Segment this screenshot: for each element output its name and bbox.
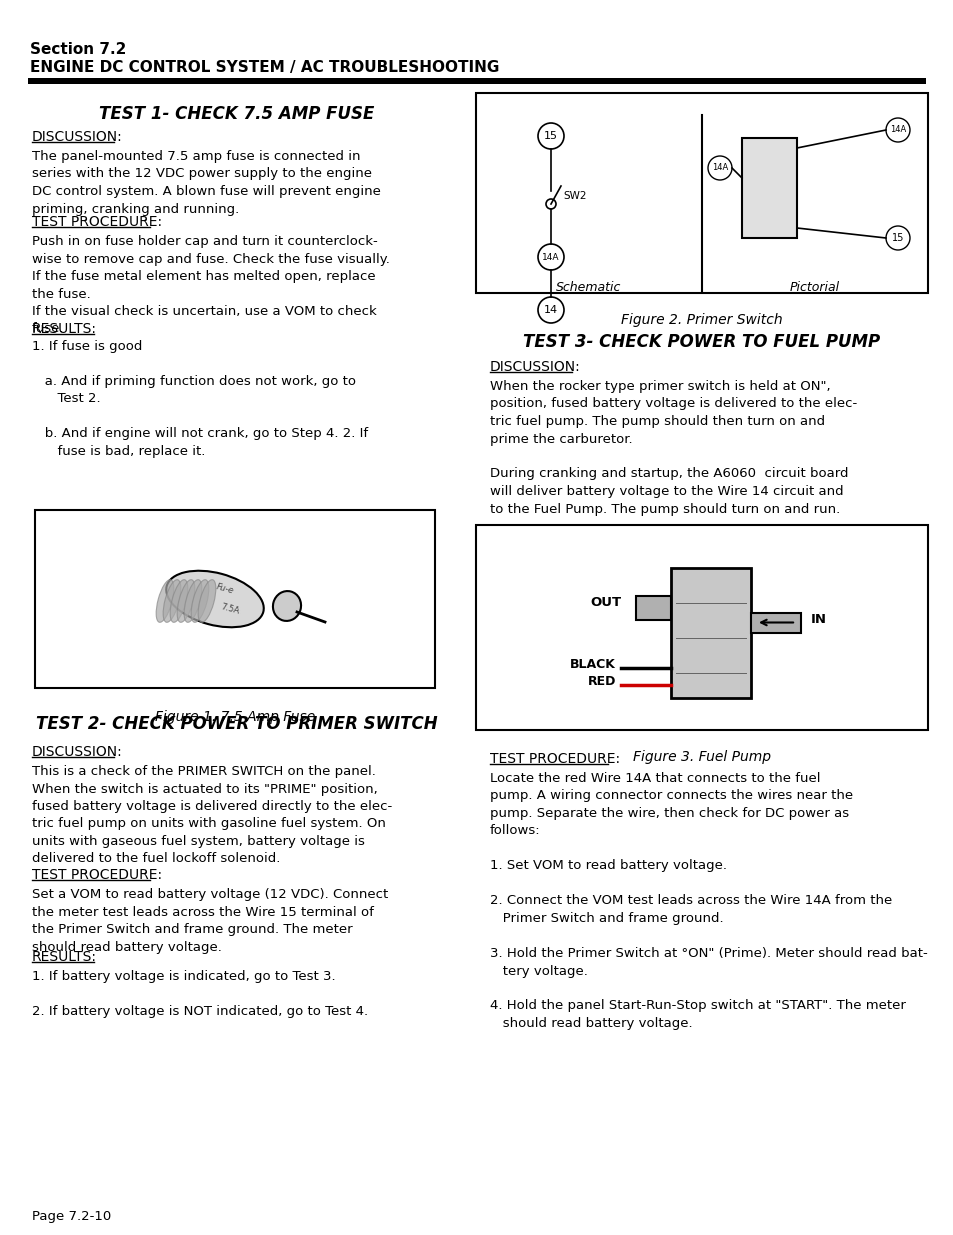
Text: OUT: OUT <box>589 597 620 609</box>
Ellipse shape <box>198 579 215 622</box>
Text: 14A: 14A <box>541 252 559 262</box>
Text: TEST PROCEDURE:: TEST PROCEDURE: <box>32 215 162 228</box>
Ellipse shape <box>163 579 181 622</box>
Ellipse shape <box>166 571 263 627</box>
Text: 15: 15 <box>543 131 558 141</box>
Text: 7.5A: 7.5A <box>219 603 240 616</box>
Bar <box>28 78 925 84</box>
Text: 1. If fuse is good

   a. And if priming function does not work, go to
      Tes: 1. If fuse is good a. And if priming fun… <box>32 340 368 458</box>
Text: TEST PROCEDURE:: TEST PROCEDURE: <box>490 752 619 766</box>
Bar <box>670 568 750 698</box>
Text: Section 7.2: Section 7.2 <box>30 42 126 57</box>
Ellipse shape <box>191 579 209 622</box>
Text: This is a check of the PRIMER SWITCH on the panel.
When the switch is actuated t: This is a check of the PRIMER SWITCH on … <box>32 764 392 866</box>
Circle shape <box>885 226 909 249</box>
Ellipse shape <box>177 579 194 622</box>
Text: Figure 2. Primer Switch: Figure 2. Primer Switch <box>620 312 782 327</box>
Text: Figure 1. 7.5 Amp Fuse: Figure 1. 7.5 Amp Fuse <box>154 710 314 724</box>
Ellipse shape <box>184 579 202 622</box>
Bar <box>476 93 927 293</box>
Text: DISCUSSION:: DISCUSSION: <box>32 745 123 760</box>
Text: 15: 15 <box>891 233 903 243</box>
Text: Figure 3. Fuel Pump: Figure 3. Fuel Pump <box>633 750 770 764</box>
Bar <box>35 510 435 688</box>
Circle shape <box>545 199 556 209</box>
Text: TEST 2- CHECK POWER TO PRIMER SWITCH: TEST 2- CHECK POWER TO PRIMER SWITCH <box>36 715 437 734</box>
Circle shape <box>885 119 909 142</box>
Text: RESULTS:: RESULTS: <box>32 950 97 965</box>
Circle shape <box>537 124 563 149</box>
Ellipse shape <box>273 592 301 621</box>
Text: BLACK: BLACK <box>570 658 616 671</box>
Text: IN: IN <box>810 613 826 626</box>
Text: 1. If battery voltage is indicated, go to Test 3.

2. If battery voltage is NOT : 1. If battery voltage is indicated, go t… <box>32 969 368 1018</box>
Text: Set a VOM to read battery voltage (12 VDC). Connect
the meter test leads across : Set a VOM to read battery voltage (12 VD… <box>32 888 388 953</box>
Text: DISCUSSION:: DISCUSSION: <box>32 130 123 144</box>
Text: TEST PROCEDURE:: TEST PROCEDURE: <box>32 868 162 882</box>
Text: RED: RED <box>587 676 616 688</box>
Bar <box>476 525 927 730</box>
Bar <box>636 595 670 620</box>
Text: Schematic: Schematic <box>556 282 621 294</box>
Circle shape <box>707 156 731 180</box>
Text: Page 7.2-10: Page 7.2-10 <box>32 1210 112 1223</box>
Text: ENGINE DC CONTROL SYSTEM / AC TROUBLESHOOTING: ENGINE DC CONTROL SYSTEM / AC TROUBLESHO… <box>30 61 498 75</box>
Text: Push in on fuse holder cap and turn it counterclock-
wise to remove cap and fuse: Push in on fuse holder cap and turn it c… <box>32 235 390 336</box>
Text: When the rocker type primer switch is held at ON",
position, fused battery volta: When the rocker type primer switch is he… <box>490 380 857 515</box>
Text: The panel-mounted 7.5 amp fuse is connected in
series with the 12 VDC power supp: The panel-mounted 7.5 amp fuse is connec… <box>32 149 380 215</box>
Text: TEST 3- CHECK POWER TO FUEL PUMP: TEST 3- CHECK POWER TO FUEL PUMP <box>523 333 880 351</box>
Text: TEST 1- CHECK 7.5 AMP FUSE: TEST 1- CHECK 7.5 AMP FUSE <box>99 105 375 124</box>
Text: Pictorial: Pictorial <box>789 282 840 294</box>
Text: RESULTS:: RESULTS: <box>32 322 97 336</box>
Text: 14: 14 <box>543 305 558 315</box>
Bar <box>741 138 796 238</box>
Circle shape <box>537 296 563 324</box>
Text: SW2: SW2 <box>562 191 586 201</box>
Text: Locate the red Wire 14A that connects to the fuel
pump. A wiring connector conne: Locate the red Wire 14A that connects to… <box>490 772 926 1030</box>
Text: DISCUSSION:: DISCUSSION: <box>490 359 580 374</box>
Bar <box>750 613 801 632</box>
Text: 14A: 14A <box>711 163 727 173</box>
Ellipse shape <box>156 579 173 622</box>
Text: Fu-e: Fu-e <box>215 583 234 595</box>
Ellipse shape <box>170 579 188 622</box>
Circle shape <box>537 245 563 270</box>
Text: 14A: 14A <box>889 126 905 135</box>
